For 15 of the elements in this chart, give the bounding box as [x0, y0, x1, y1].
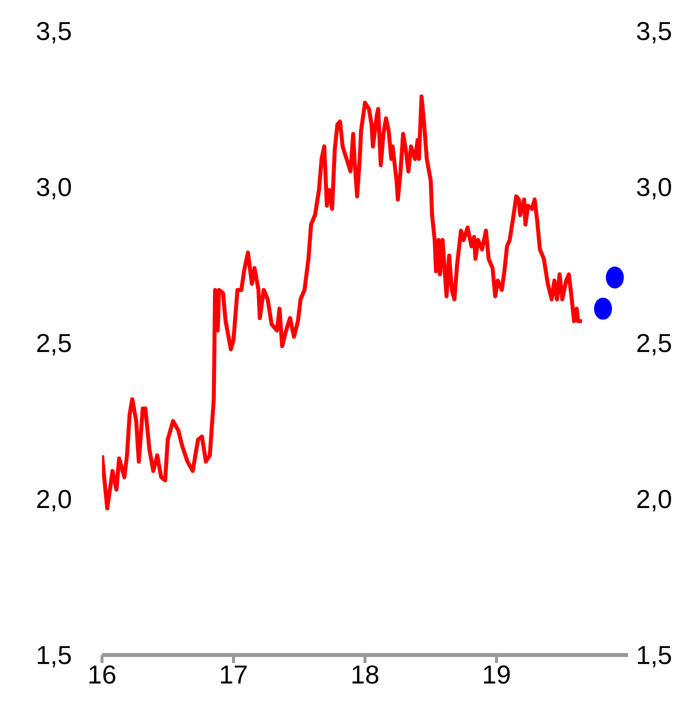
- y-tick-label: 3,0: [36, 172, 72, 202]
- line-series: [102, 94, 584, 510]
- y2-tick-label: 3,5: [636, 16, 672, 46]
- y2-tick-label: 2,5: [636, 328, 672, 358]
- y2-tick-label: 1,5: [636, 640, 672, 670]
- x-tick-label: 18: [350, 659, 380, 690]
- y-tick-label: 2,0: [36, 484, 72, 514]
- y-tick-label: 1,5: [36, 640, 72, 670]
- y2-tick-label: 2,0: [636, 484, 672, 514]
- x-tick-label: 17: [219, 659, 248, 690]
- y2-tick-label: 3,0: [636, 172, 672, 202]
- y-tick-label: 3,5: [36, 16, 72, 46]
- x-tick-label: 19: [482, 659, 511, 690]
- x-tick-label: 16: [88, 659, 116, 690]
- y-tick-label: 2,5: [36, 328, 72, 358]
